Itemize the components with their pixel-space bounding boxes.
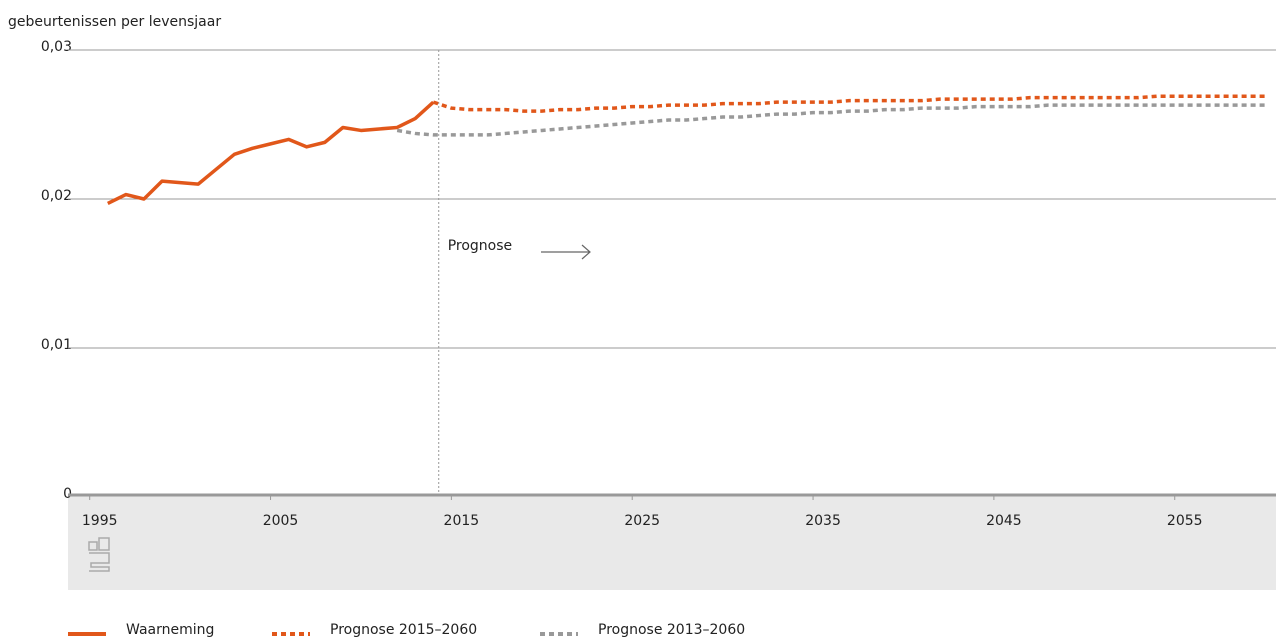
legend-label: Waarneming [126,622,214,638]
y-tick-label: 0,03 [41,39,72,55]
annotation: Prognose [448,238,512,254]
x-tick-label: 2045 [986,513,1022,529]
x-tick-label: 2015 [444,513,480,529]
legend-label: Prognose 2015–2060 [330,622,477,638]
x-tick-label: 2055 [1167,513,1203,529]
legend-label: Prognose 2013–2060 [598,622,745,638]
logo [88,537,110,572]
series-line [432,94,1266,113]
series-line [396,103,1266,137]
y-axis-label: gebeurtenissen per levensjaar [8,14,221,30]
annotation-arrow [541,244,591,260]
y-tick-label: 0,01 [41,337,72,353]
y-tick-label: 0 [63,486,72,502]
series-line [107,100,435,206]
x-tick-label: 2025 [624,513,660,529]
x-tick-label: 1995 [82,513,118,529]
x-axis-band [68,494,1276,590]
x-tick-label: 2005 [263,513,299,529]
y-tick-label: 0,02 [41,188,72,204]
x-tick-label: 2035 [805,513,841,529]
